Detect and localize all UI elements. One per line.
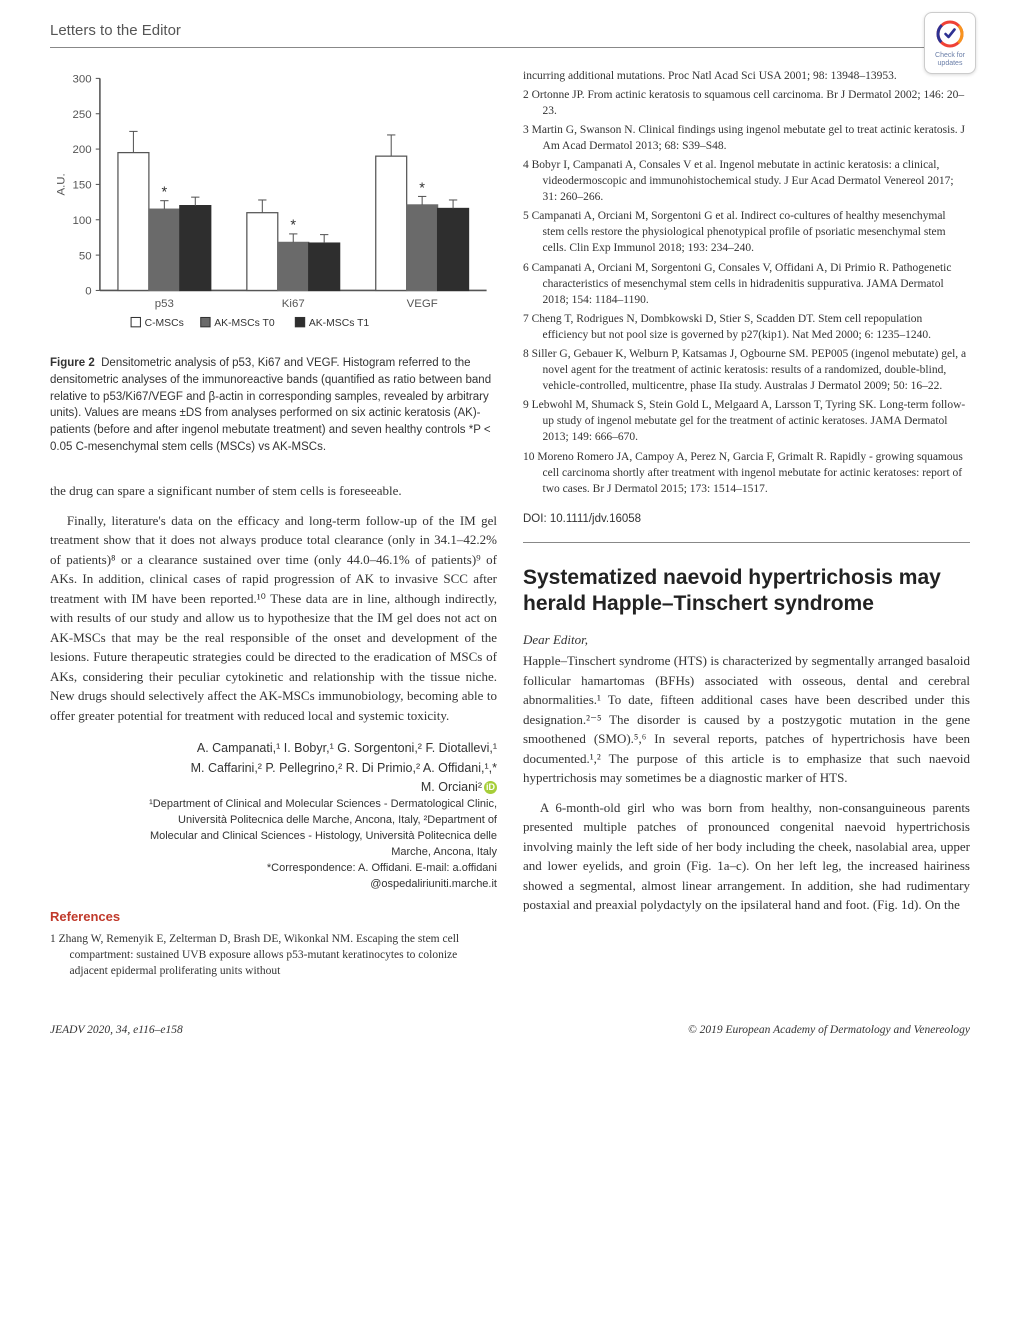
- figure-2-caption: Figure 2 Densitometric analysis of p53, …: [50, 355, 497, 455]
- doi-line: DOI: 10.1111/jdv.16058: [523, 511, 970, 528]
- svg-text:Ki67: Ki67: [282, 298, 305, 310]
- svg-text:50: 50: [79, 250, 92, 262]
- svg-text:*: *: [290, 217, 296, 233]
- svg-text:250: 250: [73, 108, 92, 120]
- reference-item: incurring additional mutations. Proc Nat…: [523, 68, 970, 84]
- crossmark-label: Check forupdates: [935, 52, 965, 67]
- article-2-para-2: A 6-month-old girl who was born from hea…: [523, 798, 970, 915]
- reference-item: 10 Moreno Romero JA, Campoy A, Perez N, …: [523, 449, 970, 497]
- page-footer: JEADV 2020, 34, e116–e158 © 2019 Europea…: [50, 1022, 970, 1039]
- crossmark-icon: [935, 19, 965, 49]
- reference-item: 1 Zhang W, Remenyik E, Zelterman D, Bras…: [50, 931, 497, 979]
- orcid-icon[interactable]: iD: [484, 781, 497, 794]
- reference-item: 9 Lebwohl M, Shumack S, Stein Gold L, Me…: [523, 397, 970, 445]
- reference-item: 3 Martin G, Swanson N. Clinical findings…: [523, 122, 970, 154]
- svg-text:300: 300: [73, 73, 92, 85]
- svg-text:A.U.: A.U.: [56, 173, 68, 195]
- article-2-title: Systematized naevoid hypertrichosis may …: [523, 565, 970, 618]
- reference-item: 5 Campanati A, Orciani M, Sorgentoni G e…: [523, 208, 970, 256]
- footer-left: JEADV 2020, 34, e116–e158: [50, 1022, 183, 1039]
- svg-text:0: 0: [85, 285, 91, 297]
- svg-text:VEGF: VEGF: [407, 298, 438, 310]
- svg-text:AK-MSCs T0: AK-MSCs T0: [214, 317, 275, 328]
- references-list-col2: incurring additional mutations. Proc Nat…: [523, 68, 970, 497]
- article-2-para-1: Happle–Tinschert syndrome (HTS) is chara…: [523, 651, 970, 788]
- body-para-1: the drug can spare a significant number …: [50, 481, 497, 501]
- footer-right: © 2019 European Academy of Dermatology a…: [688, 1022, 970, 1039]
- authors-block: A. Campanati,¹ I. Bobyr,¹ G. Sorgentoni,…: [50, 739, 497, 797]
- right-column: incurring additional mutations. Proc Nat…: [523, 68, 970, 982]
- references-heading: References: [50, 907, 497, 927]
- reference-item: 8 Siller G, Gebauer K, Welburn P, Katsam…: [523, 346, 970, 394]
- references-list-col1: 1 Zhang W, Remenyik E, Zelterman D, Bras…: [50, 931, 497, 979]
- svg-text:C-MSCs: C-MSCs: [145, 317, 184, 328]
- bar-chart-svg: 0 50 100 150 200 250 300 A.U. * p53 * Ki67 * VEGF C-MS…: [50, 68, 497, 338]
- svg-text:150: 150: [73, 179, 92, 191]
- reference-item: 4 Bobyr I, Campanati A, Consales V et al…: [523, 157, 970, 205]
- dear-editor: Dear Editor,: [523, 630, 970, 650]
- svg-text:*: *: [162, 184, 168, 200]
- svg-text:AK-MSCs T1: AK-MSCs T1: [309, 317, 370, 328]
- page-header: Letters to the Editor e149: [50, 20, 970, 48]
- body-para-2: Finally, literature's data on the effica…: [50, 511, 497, 726]
- reference-item: 2 Ortonne JP. From actinic keratosis to …: [523, 87, 970, 119]
- left-column: 0 50 100 150 200 250 300 A.U. * p53 * Ki67 * VEGF C-MS…: [50, 68, 497, 982]
- svg-text:p53: p53: [155, 298, 174, 310]
- svg-text:200: 200: [73, 144, 92, 156]
- section-title: Letters to the Editor: [50, 20, 181, 43]
- figure-2-chart: 0 50 100 150 200 250 300 A.U. * p53 * Ki67 * VEGF C-MS…: [50, 68, 497, 344]
- svg-text:100: 100: [73, 214, 92, 226]
- section-divider: [523, 542, 970, 543]
- svg-text:*: *: [419, 180, 425, 196]
- affiliations-block: ¹Department of Clinical and Molecular Sc…: [50, 797, 497, 893]
- crossmark-badge[interactable]: Check forupdates: [924, 12, 976, 74]
- reference-item: 7 Cheng T, Rodrigues N, Dombkowski D, St…: [523, 311, 970, 343]
- reference-item: 6 Campanati A, Orciani M, Sorgentoni G, …: [523, 260, 970, 308]
